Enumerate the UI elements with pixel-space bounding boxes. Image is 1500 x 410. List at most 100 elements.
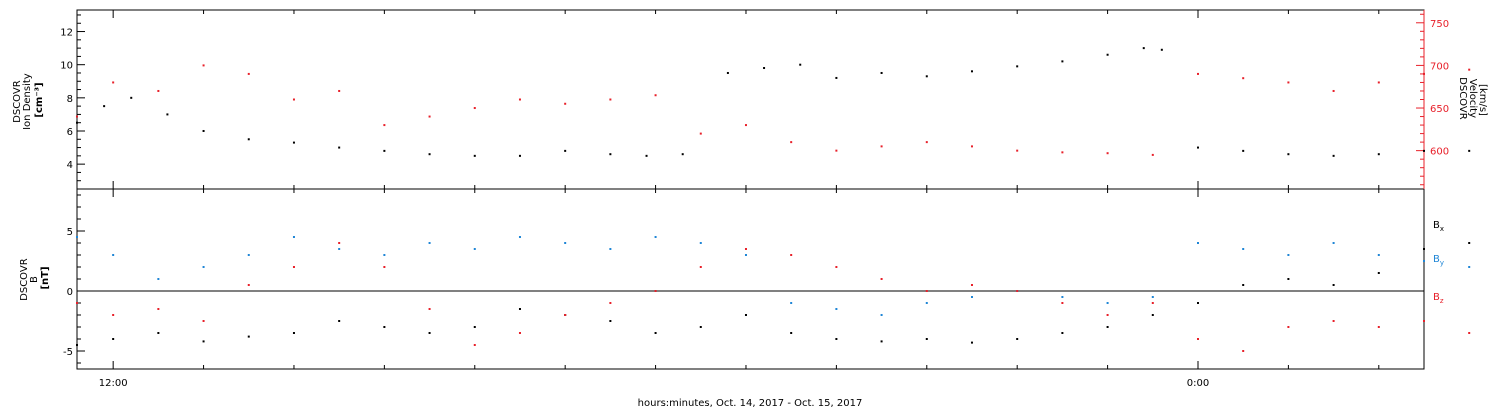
- velocity-point: [248, 73, 250, 75]
- density-point: [799, 64, 801, 66]
- by-point: [1107, 302, 1109, 304]
- bz-point: [926, 290, 928, 292]
- bx-point: [1197, 302, 1199, 304]
- by-point: [1242, 248, 1244, 250]
- bz-point: [1287, 326, 1289, 328]
- bz-point: [1152, 302, 1154, 304]
- density-point: [1143, 47, 1145, 49]
- by-point: [926, 302, 928, 304]
- bottom-left-axis: -5 0 5: [63, 195, 85, 363]
- bottom-left-ylabel-line-2: B: [29, 276, 40, 283]
- velocity-point: [1423, 73, 1425, 75]
- bx-point: [203, 340, 205, 342]
- velocity-point: [383, 124, 385, 126]
- velocity-point: [1061, 151, 1063, 153]
- by-point: [429, 242, 431, 244]
- bx-point: [609, 320, 611, 322]
- density-point: [971, 70, 973, 72]
- bx-point: [881, 340, 883, 342]
- bz-point: [564, 314, 566, 316]
- bx-point: [1016, 338, 1018, 340]
- legend-by: By: [1433, 254, 1444, 267]
- bx-point: [655, 332, 657, 334]
- bz-point: [519, 332, 521, 334]
- by-point: [1152, 296, 1154, 298]
- density-point: [1468, 150, 1470, 152]
- bx-point: [1152, 314, 1154, 316]
- dscovr-figure: 4681012 600650700750 -505 12:000:0012:00…: [0, 0, 1500, 410]
- density-point: [1107, 54, 1109, 56]
- bx-point: [1333, 284, 1335, 286]
- density-point: [474, 155, 476, 157]
- density-point: [103, 105, 105, 107]
- legend: Bx By Bz: [1433, 220, 1444, 305]
- top-right-tick-label: 600: [1430, 147, 1449, 158]
- by-point: [1197, 242, 1199, 244]
- velocity-point: [700, 133, 702, 135]
- bottom-left-tick-label: 5: [67, 227, 73, 238]
- bx-point: [700, 326, 702, 328]
- bx-point: [926, 338, 928, 340]
- bz-point: [248, 284, 250, 286]
- bx-point: [1242, 284, 1244, 286]
- density-point: [763, 67, 765, 69]
- top-right-ylabel-line-3: [km/s]: [1477, 84, 1488, 116]
- bx-point: [1468, 242, 1470, 244]
- by-point: [835, 308, 837, 310]
- x-axis-label: hours:minutes, Oct. 14, 2017 - Oct. 15, …: [638, 398, 863, 409]
- density-point: [76, 122, 78, 124]
- velocity-point: [835, 150, 837, 152]
- bx-point: [1378, 272, 1380, 274]
- top-panel-frame: [77, 10, 1424, 189]
- velocity-point: [474, 107, 476, 109]
- bottom-left-ylabel: DSCOVR B [nT]: [19, 255, 51, 301]
- by-point: [1287, 254, 1289, 256]
- bx-point: [157, 332, 159, 334]
- bz-point: [112, 314, 114, 316]
- bx-point: [1061, 332, 1063, 334]
- density-point: [1161, 49, 1163, 51]
- velocity-point: [1016, 150, 1018, 152]
- bz-point: [1242, 350, 1244, 352]
- legend-bx-subscript: x: [1440, 225, 1444, 233]
- velocity-point: [1333, 90, 1335, 92]
- velocity-point: [971, 145, 973, 147]
- density-point: [130, 97, 132, 99]
- top-right-axis: 600 650 700 750: [1416, 10, 1449, 189]
- density-point: [338, 147, 340, 149]
- bx-point: [1107, 326, 1109, 328]
- bx-point: [293, 332, 295, 334]
- by-point: [157, 278, 159, 280]
- bx-point: [338, 320, 340, 322]
- density-point: [203, 130, 205, 132]
- bx-point: [474, 326, 476, 328]
- legend-by-subscript: y: [1440, 259, 1444, 267]
- legend-bz: Bz: [1433, 292, 1444, 305]
- by-point: [383, 254, 385, 256]
- velocity-point: [1197, 73, 1199, 75]
- velocity-point: [1242, 77, 1244, 79]
- density-point: [248, 138, 250, 140]
- density-point: [609, 153, 611, 155]
- bz-point: [655, 290, 657, 292]
- by-point: [700, 242, 702, 244]
- velocity-point: [790, 141, 792, 143]
- density-point: [727, 72, 729, 74]
- density-point: [1423, 150, 1425, 152]
- bx-point: [1287, 278, 1289, 280]
- density-point: [293, 142, 295, 144]
- bz-point: [1378, 326, 1380, 328]
- top-left-tick-label: 12: [60, 28, 73, 39]
- top-left-tick-label: 6: [67, 127, 73, 138]
- velocity-point: [338, 90, 340, 92]
- velocity-point: [655, 94, 657, 96]
- by-point: [338, 248, 340, 250]
- bz-point: [1061, 302, 1063, 304]
- bz-point: [1423, 320, 1425, 322]
- velocity-point: [1378, 81, 1380, 83]
- by-point: [474, 248, 476, 250]
- by-point: [1061, 296, 1063, 298]
- density-point: [1016, 65, 1018, 67]
- by-point: [248, 254, 250, 256]
- bz-point: [881, 278, 883, 280]
